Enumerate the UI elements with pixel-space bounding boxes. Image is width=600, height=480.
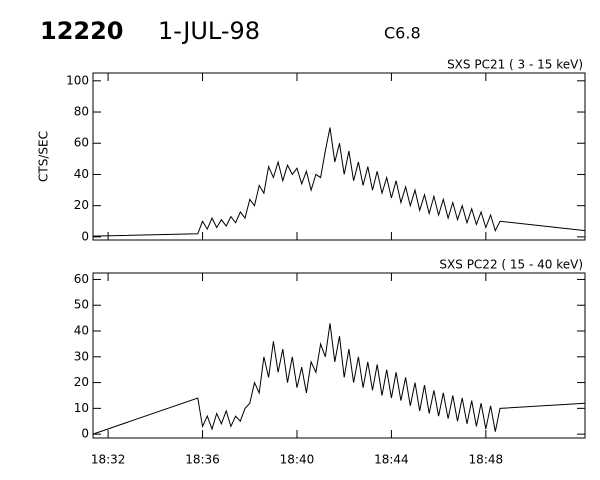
x-tick-label: 18:40 (280, 453, 315, 467)
panel-title: SXS PC21 ( 3 - 15 keV) (447, 58, 583, 72)
count-rate-line (92, 127, 586, 237)
x-tick-label: 18:32 (91, 453, 126, 467)
x-tick-label: 18:48 (469, 453, 504, 467)
panel-title: SXS PC22 ( 15 - 40 keV) (439, 258, 583, 272)
x-tick-label: 18:44 (374, 453, 409, 467)
y-tick-label: 20 (74, 198, 89, 212)
y-tick-label: 80 (74, 105, 89, 119)
y-tick-label: 50 (74, 298, 89, 312)
y-tick-label: 30 (74, 349, 89, 363)
y-tick-label: 60 (74, 136, 89, 150)
event-id: 12220 (40, 17, 124, 45)
y-tick-label: 60 (74, 272, 89, 286)
y-tick-label: 100 (66, 73, 89, 87)
y-tick-label: 0 (81, 427, 89, 441)
y-tick-label: 40 (74, 324, 89, 338)
y-tick-label: 20 (74, 375, 89, 389)
plot-frame (92, 272, 586, 439)
date: 1-JUL-98 (158, 17, 260, 45)
flare-class: C6.8 (384, 24, 421, 43)
count-rate-line (92, 323, 586, 435)
x-tick-label: 18:36 (185, 453, 220, 467)
y-axis-label: CTS/SEC (37, 131, 51, 182)
y-tick-label: 10 (74, 401, 89, 415)
y-tick-label: 40 (74, 167, 89, 181)
plot-frame (92, 72, 586, 241)
y-tick-label: 0 (81, 229, 89, 243)
